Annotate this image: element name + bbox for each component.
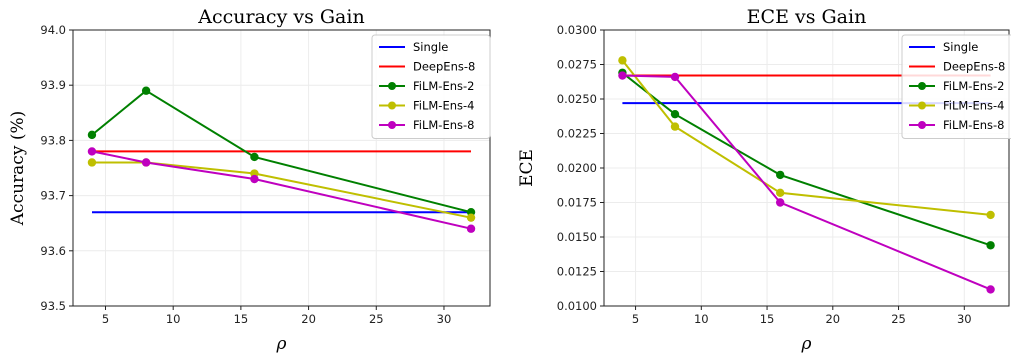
legend-label: FiLM-Ens-2	[943, 79, 1004, 93]
data-point	[618, 71, 627, 80]
data-point	[250, 174, 259, 184]
data-point	[466, 224, 476, 233]
data-point	[141, 86, 151, 95]
legend-label: Single	[943, 40, 978, 54]
legend-label: Single	[413, 40, 448, 54]
legend-marker	[388, 82, 396, 90]
y-tick-label: 0.0225	[557, 127, 597, 141]
legend-marker	[918, 82, 926, 90]
series-line-film-ens-8	[91, 150, 472, 230]
legend-label: FiLM-Ens-4	[943, 99, 1004, 113]
y-axis-label: ECE	[517, 149, 537, 187]
y-tick-label: 0.0100	[557, 299, 597, 313]
series-line-film-ens-8	[622, 74, 991, 291]
data-point	[618, 56, 627, 65]
data-point	[87, 130, 97, 140]
y-tick-label: 93.9	[40, 78, 66, 92]
legend-box	[371, 34, 491, 139]
data-point	[986, 241, 995, 250]
data-point	[986, 210, 995, 220]
data-point	[670, 122, 680, 131]
data-point	[776, 198, 785, 207]
y-tick-label: 0.0300	[557, 23, 597, 37]
y-tick-label: 93.5	[40, 299, 66, 313]
x-tick-label: 5	[102, 312, 109, 326]
x-axis-label: ρ	[276, 334, 287, 354]
data-point	[87, 147, 97, 156]
x-tick-label: 30	[437, 312, 452, 326]
legend-marker	[388, 121, 396, 129]
x-tick-label: 25	[891, 312, 906, 326]
axis-ticks: 5 10 15 20 25 30 0.0100 0.0125 0.0150 0.0175 0.020…	[557, 23, 972, 326]
x-tick-label: 25	[369, 312, 384, 326]
x-tick-label: 20	[301, 312, 316, 326]
series-line-film-ens-2	[91, 89, 472, 214]
data-point	[466, 213, 476, 222]
legend: Single DeepEns-8 FiLM-Ens-2 FiLM-Ens-4 FiLM-…	[901, 34, 1011, 139]
data-point	[250, 152, 259, 162]
data-point	[986, 285, 995, 294]
series-layer	[87, 86, 476, 233]
legend-box	[901, 34, 1011, 139]
y-tick-label: 0.0200	[557, 161, 597, 175]
y-tick-label: 0.0150	[557, 230, 597, 244]
plot-frame	[72, 29, 491, 307]
series-line-film-ens-4	[621, 59, 991, 216]
x-tick-label: 5	[632, 312, 639, 326]
data-point	[141, 158, 151, 167]
accuracy-chart: Accuracy vs Gain ρ Accuracy (%) 5 10 15 20 2…	[8, 6, 491, 354]
data-point	[776, 188, 785, 198]
y-tick-label: 93.8	[40, 133, 66, 147]
y-tick-label: 0.0175	[557, 196, 597, 210]
series-line-film-ens-4	[92, 161, 472, 219]
y-tick-label: 94.0	[40, 23, 66, 37]
legend-label: FiLM-Ens-8	[413, 118, 474, 132]
legend-label: DeepEns-8	[943, 60, 1005, 74]
x-tick-label: 30	[957, 312, 972, 326]
x-tick-label: 20	[825, 312, 840, 326]
x-axis-label: ρ	[801, 334, 812, 354]
data-point	[670, 109, 680, 119]
data-point	[776, 170, 785, 180]
y-tick-label: 0.0275	[557, 58, 597, 72]
y-tick-label: 93.6	[40, 244, 66, 258]
chart-title: ECE vs Gain	[747, 6, 867, 28]
x-tick-label: 10	[694, 312, 709, 326]
legend-label: FiLM-Ens-8	[943, 118, 1004, 132]
legend-marker	[918, 121, 926, 129]
legend-label: FiLM-Ens-2	[413, 79, 474, 93]
axis-ticks: 5 10 15 20 25 30 93.5 93.6 93.7 93.8 93.9 94.0	[40, 23, 451, 326]
y-axis-label: Accuracy (%)	[8, 111, 28, 226]
y-tick-label: 93.7	[40, 189, 66, 203]
legend-marker	[918, 101, 926, 110]
y-tick-label: 0.0125	[557, 265, 597, 279]
data-point	[670, 72, 680, 82]
x-tick-label: 15	[234, 312, 249, 326]
chart-title: Accuracy vs Gain	[197, 6, 364, 28]
ece-chart: ECE vs Gain ρ ECE 5 10 15 20 25 30 0.0100 0.012…	[517, 6, 1011, 354]
legend-label: FiLM-Ens-4	[413, 99, 474, 113]
x-tick-label: 15	[760, 312, 775, 326]
legend-label: DeepEns-8	[413, 60, 475, 74]
data-point	[87, 158, 97, 167]
x-tick-label: 10	[166, 312, 181, 326]
legend-marker	[388, 101, 396, 110]
legend: Single DeepEns-8 FiLM-Ens-2 FiLM-Ens-4 FiLM-…	[371, 34, 491, 139]
y-tick-label: 0.0250	[557, 92, 597, 106]
